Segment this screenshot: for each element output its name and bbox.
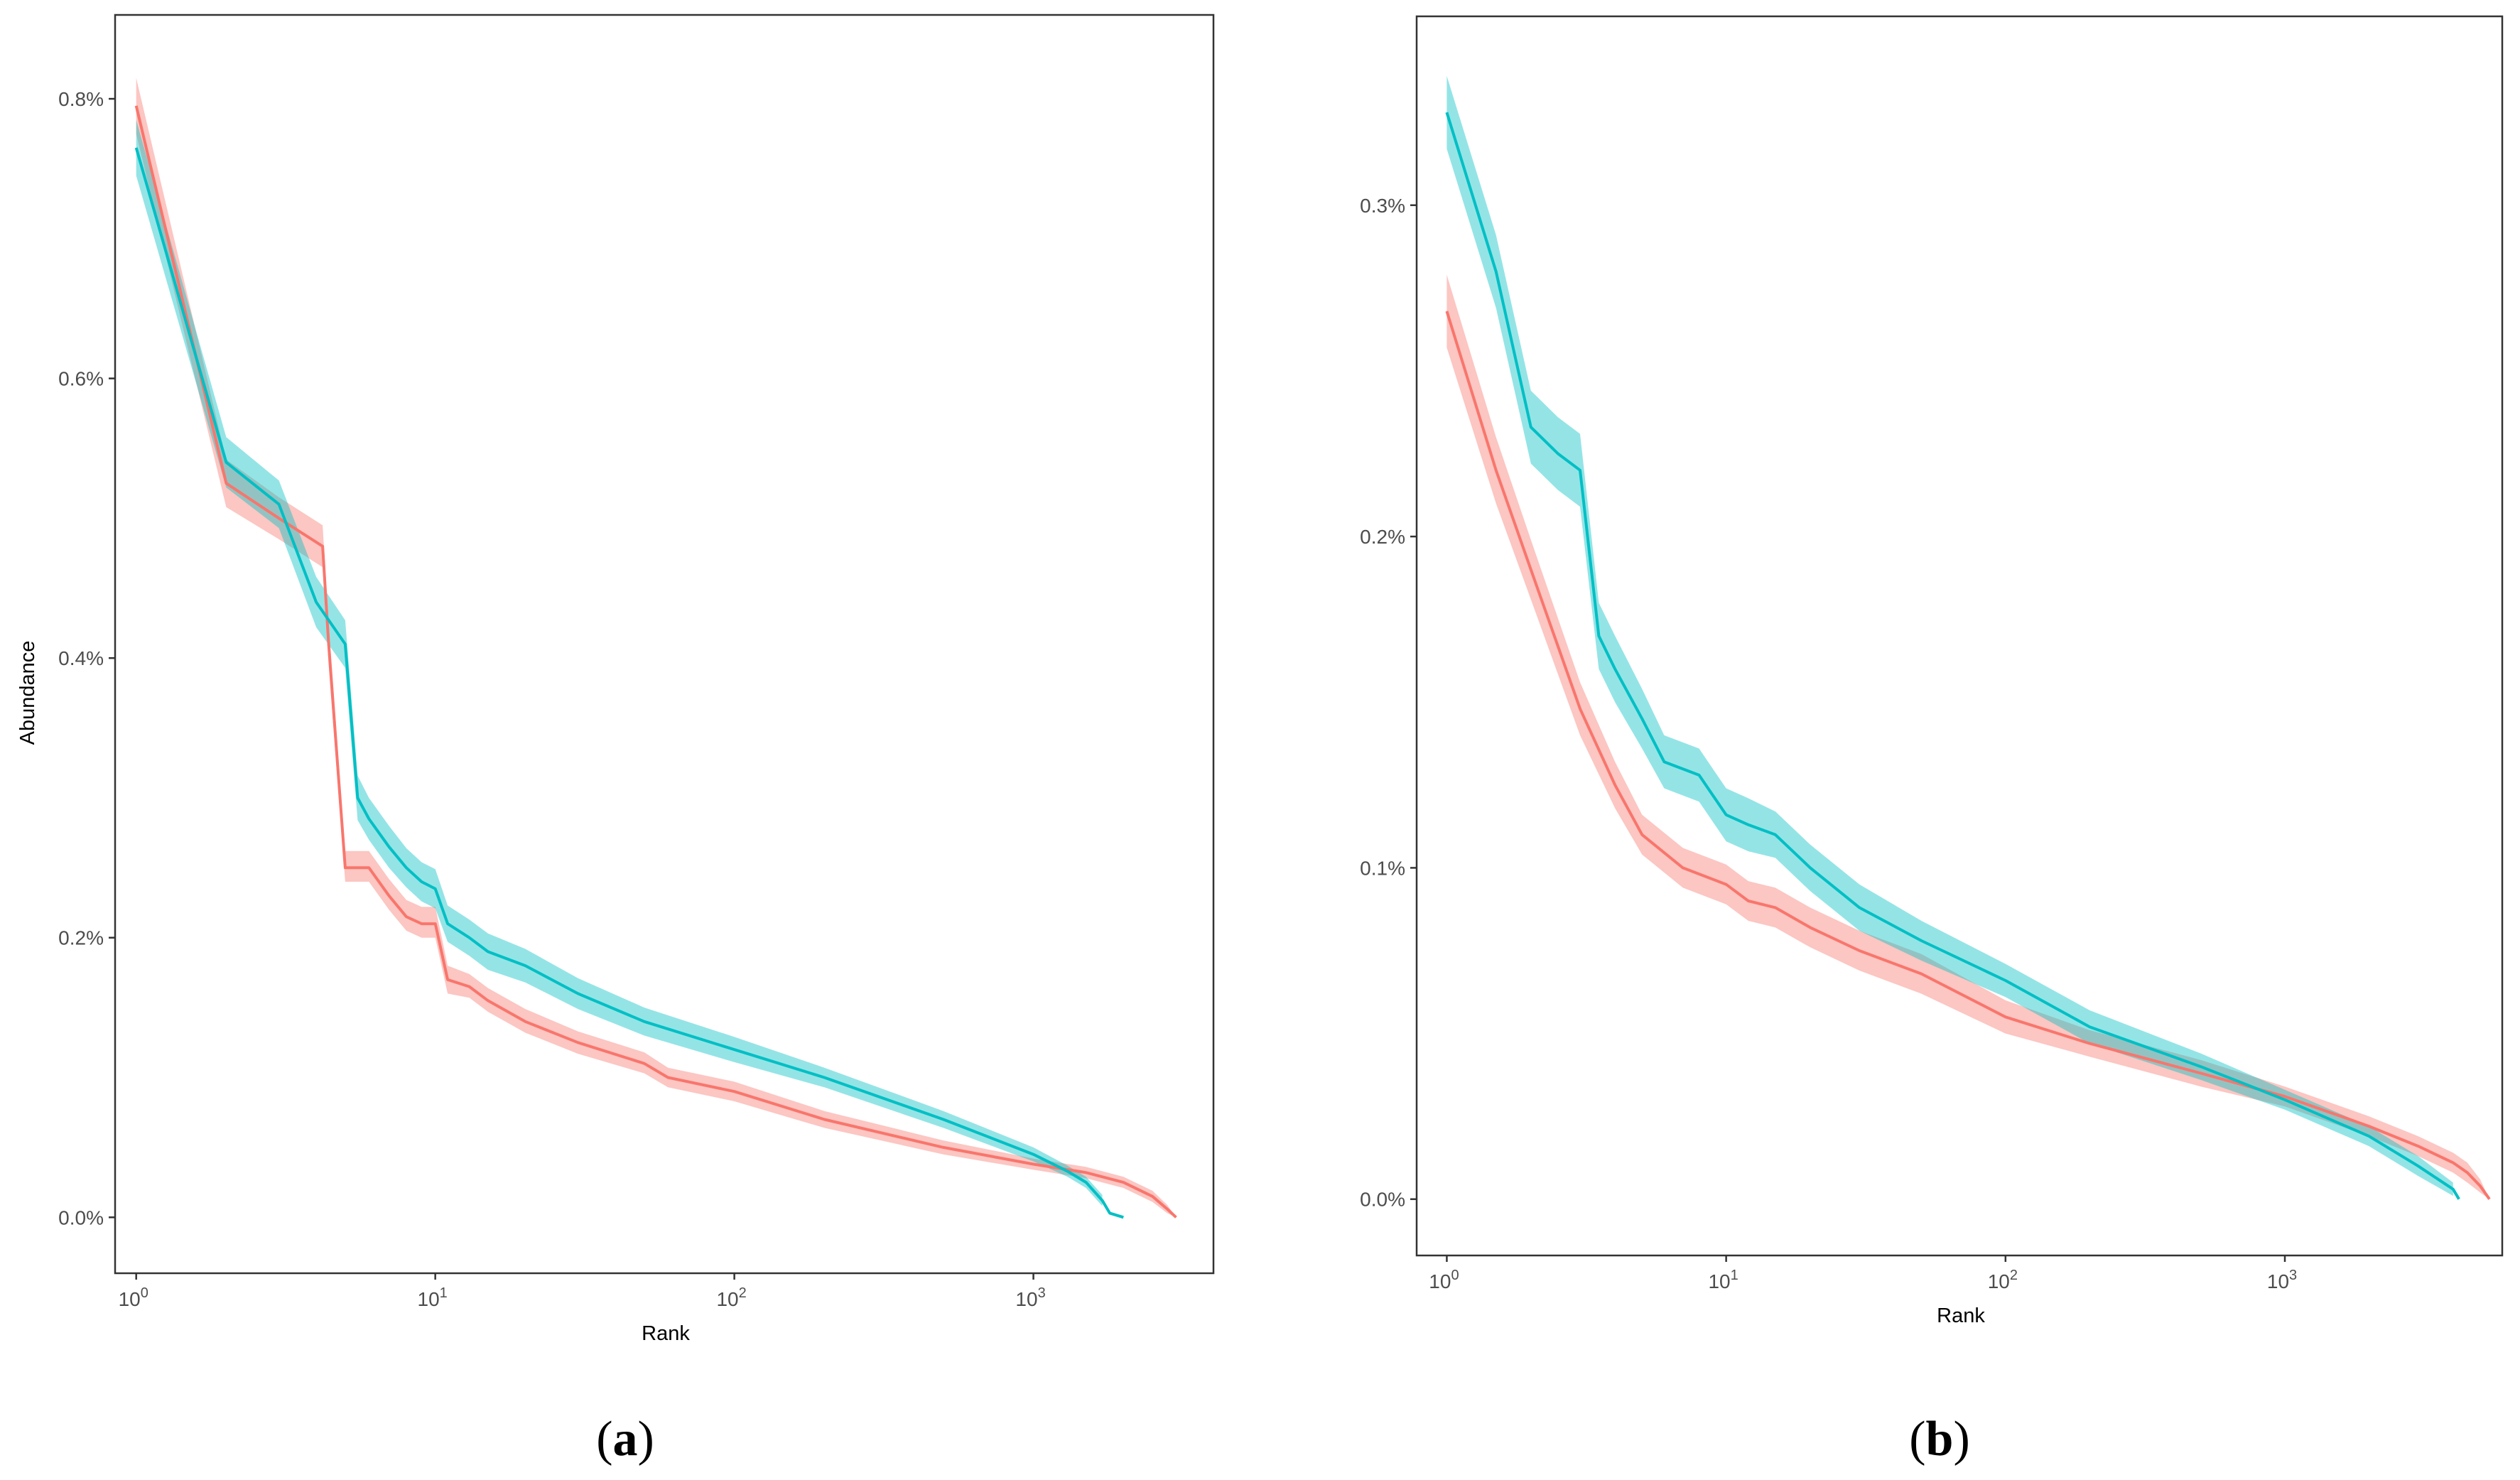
series-line-red-b xyxy=(1445,310,2491,1200)
confidence-band-teal-a xyxy=(136,119,1103,1206)
y-tick-label: 0.0% xyxy=(58,1206,104,1228)
plot-frame-b xyxy=(1415,15,2504,1257)
y-tick-label: 0.8% xyxy=(58,88,104,110)
x-axis-title-a: Rank xyxy=(642,1322,690,1345)
y-tick-label: 0.6% xyxy=(58,368,104,390)
plot-frame-a xyxy=(114,13,1215,1275)
confidence-band-red-a xyxy=(136,77,1177,1218)
confidence-band-red-b xyxy=(1446,274,2489,1199)
y-tick-label: 0.4% xyxy=(58,647,104,669)
y-tick-label: 0.3% xyxy=(1360,195,1405,217)
series-line-teal-a xyxy=(134,147,1124,1219)
series-line-teal-b xyxy=(1445,112,2460,1200)
series-line-red-a xyxy=(134,105,1177,1219)
confidence-band-teal-b xyxy=(1446,75,2453,1197)
x-tick-label: 100 xyxy=(1429,1268,1459,1292)
x-tick-label: 102 xyxy=(716,1285,746,1310)
panel-label-b-letter: b xyxy=(1926,1412,1954,1467)
panel-label-a: (a) xyxy=(596,1412,654,1467)
y-tick-label: 0.1% xyxy=(1360,857,1405,879)
x-tick-label: 101 xyxy=(418,1285,448,1310)
x-axis-title-b: Rank xyxy=(1937,1305,1985,1327)
x-tick-label: 100 xyxy=(119,1285,148,1310)
x-tick-label: 101 xyxy=(1708,1268,1738,1292)
panel-label-a-letter: a xyxy=(613,1412,638,1467)
y-tick-label: 0.2% xyxy=(58,927,104,949)
x-tick-label: 102 xyxy=(1988,1268,2018,1292)
x-tick-label: 103 xyxy=(1015,1285,1045,1310)
y-axis-title-a: Abundance xyxy=(16,641,39,745)
panel-label-b: (b) xyxy=(1909,1412,1970,1467)
y-tick-label: 0.2% xyxy=(1360,526,1405,548)
chart-panel-b: Rank (b) 0.0% 0.1% 0.2% 0.3% 100 101 102 103 xyxy=(1360,15,2504,1467)
x-tick-label: 103 xyxy=(2267,1268,2297,1292)
y-tick-label: 0.0% xyxy=(1360,1189,1405,1211)
chart-panel-a: Abundance Rank (a) 0.0% 0.2% 0.4% 0.6% 0.8% 1… xyxy=(16,13,1215,1467)
